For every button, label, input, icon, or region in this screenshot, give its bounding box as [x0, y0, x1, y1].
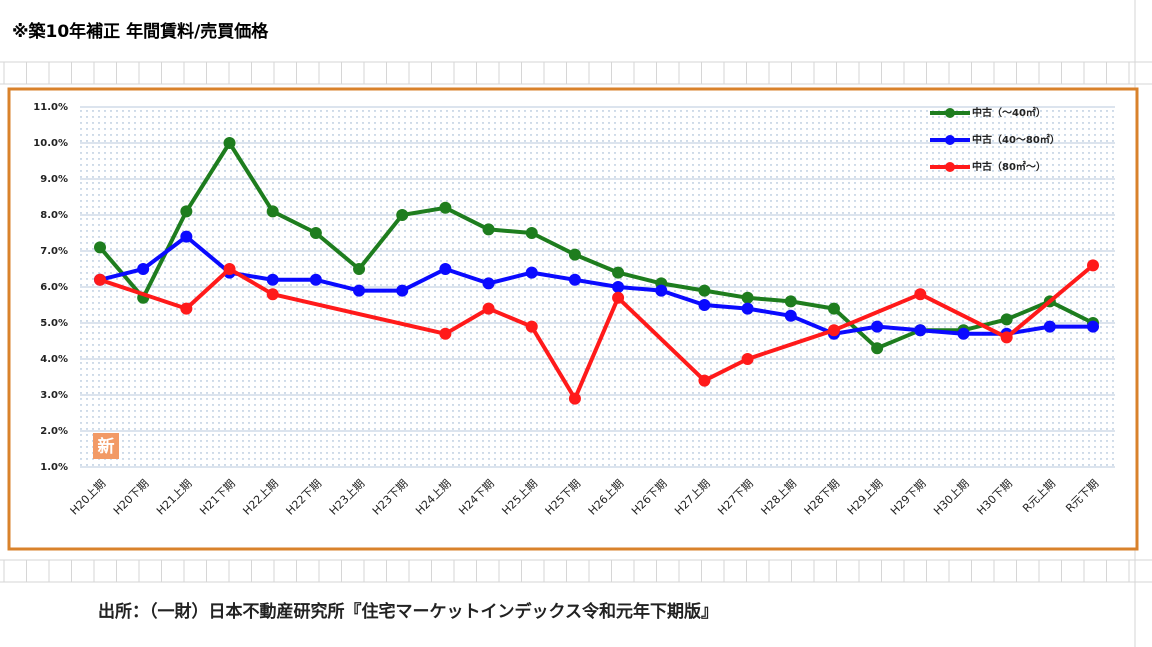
y-tick-label: 4.0% — [40, 354, 68, 365]
data-point — [1000, 331, 1013, 344]
data-point — [525, 266, 538, 279]
data-point — [439, 263, 452, 275]
data-point — [180, 302, 193, 315]
data-point — [1087, 320, 1099, 333]
y-tick-label: 10.0% — [33, 138, 68, 149]
data-point — [525, 227, 538, 239]
data-point — [1000, 313, 1013, 326]
sheet-grid — [3, 62, 1130, 582]
data-point — [741, 302, 754, 315]
y-tick-label: 11.0% — [33, 102, 68, 113]
data-point — [353, 284, 366, 297]
y-tick-label: 1.0% — [40, 462, 68, 473]
y-tick-label: 8.0% — [40, 210, 68, 221]
data-point — [568, 248, 581, 261]
data-point — [871, 342, 884, 355]
legend-marker — [945, 135, 955, 145]
data-point — [439, 201, 452, 214]
y-tick-label: 5.0% — [40, 318, 68, 329]
badge-bg — [93, 433, 119, 459]
data-point — [223, 137, 236, 149]
y-tick-label: 9.0% — [40, 174, 68, 185]
data-point — [309, 273, 322, 286]
y-tick-label: 2.0% — [40, 426, 68, 437]
series-line — [99, 234, 1093, 336]
data-point — [914, 324, 927, 337]
data-point — [655, 284, 668, 297]
legend-label: 中古（80㎡～） — [972, 160, 1046, 173]
data-point — [180, 230, 193, 243]
data-point — [396, 284, 409, 297]
data-point — [827, 324, 840, 337]
data-point — [396, 209, 409, 221]
data-point — [784, 295, 797, 308]
data-point — [612, 291, 625, 304]
data-point — [741, 291, 754, 304]
data-point — [482, 302, 495, 315]
data-point — [827, 302, 840, 315]
data-point — [1087, 259, 1099, 272]
data-point — [871, 320, 884, 333]
data-point — [94, 241, 106, 254]
data-point — [309, 227, 322, 239]
badge: 新 — [98, 436, 115, 457]
data-point — [180, 205, 193, 218]
legend-label: 中古（40～80㎡） — [972, 133, 1060, 146]
data-point — [568, 392, 581, 405]
data-point — [568, 273, 581, 286]
data-point — [482, 277, 495, 290]
legend-label: 中古（～40㎡） — [972, 106, 1046, 119]
data-point — [353, 263, 366, 275]
legend-marker — [945, 162, 955, 172]
y-tick-label: 6.0% — [40, 282, 68, 293]
data-point — [698, 299, 711, 311]
chart-title: ※築10年補正 年間賃料/売買価格 — [12, 21, 269, 42]
data-point — [741, 353, 754, 365]
data-point — [612, 281, 625, 293]
legend-marker — [945, 108, 955, 118]
data-point — [266, 273, 279, 286]
data-point — [612, 266, 625, 279]
data-point — [957, 327, 970, 340]
data-point — [1043, 320, 1056, 333]
data-point — [94, 273, 106, 286]
data-point — [525, 320, 538, 333]
data-point — [914, 288, 927, 301]
data-point — [266, 288, 279, 301]
data-point — [137, 263, 150, 275]
data-point — [784, 309, 797, 322]
data-point — [698, 374, 711, 387]
data-point — [482, 223, 495, 236]
data-point — [223, 263, 236, 275]
data-point — [698, 284, 711, 297]
data-point — [439, 327, 452, 340]
data-point — [266, 205, 279, 218]
source-note: 出所：（一財）日本不動産研究所『住宅マーケットインデックス令和元年下期版』 — [98, 601, 718, 622]
y-tick-label: 3.0% — [40, 390, 68, 401]
y-tick-label: 7.0% — [40, 246, 68, 257]
